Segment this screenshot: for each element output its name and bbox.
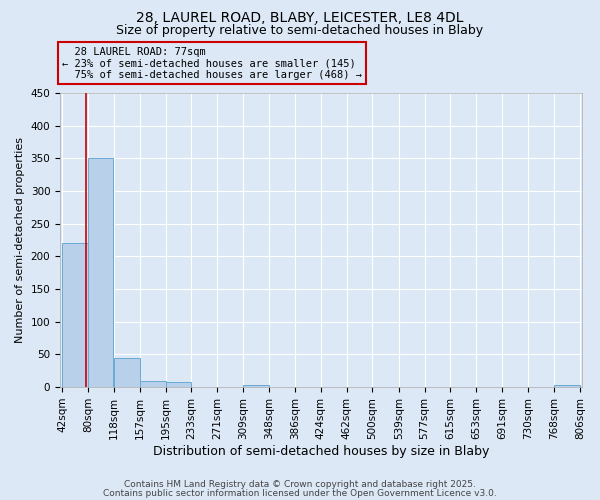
Bar [166, 382, 191, 387]
Text: Contains HM Land Registry data © Crown copyright and database right 2025.: Contains HM Land Registry data © Crown c… [124, 480, 476, 489]
Bar [113, 358, 140, 387]
Y-axis label: Number of semi-detached properties: Number of semi-detached properties [15, 137, 25, 343]
Text: Size of property relative to semi-detached houses in Blaby: Size of property relative to semi-detach… [116, 24, 484, 37]
Bar [554, 385, 580, 387]
X-axis label: Distribution of semi-detached houses by size in Blaby: Distribution of semi-detached houses by … [153, 444, 489, 458]
Bar [88, 158, 113, 387]
Bar [62, 243, 88, 387]
Text: 28, LAUREL ROAD, BLABY, LEICESTER, LE8 4DL: 28, LAUREL ROAD, BLABY, LEICESTER, LE8 4… [136, 11, 464, 25]
Text: 28 LAUREL ROAD: 77sqm
← 23% of semi-detached houses are smaller (145)
  75% of s: 28 LAUREL ROAD: 77sqm ← 23% of semi-deta… [62, 46, 362, 80]
Text: Contains public sector information licensed under the Open Government Licence v3: Contains public sector information licen… [103, 488, 497, 498]
Bar [243, 385, 269, 387]
Bar [140, 381, 166, 387]
